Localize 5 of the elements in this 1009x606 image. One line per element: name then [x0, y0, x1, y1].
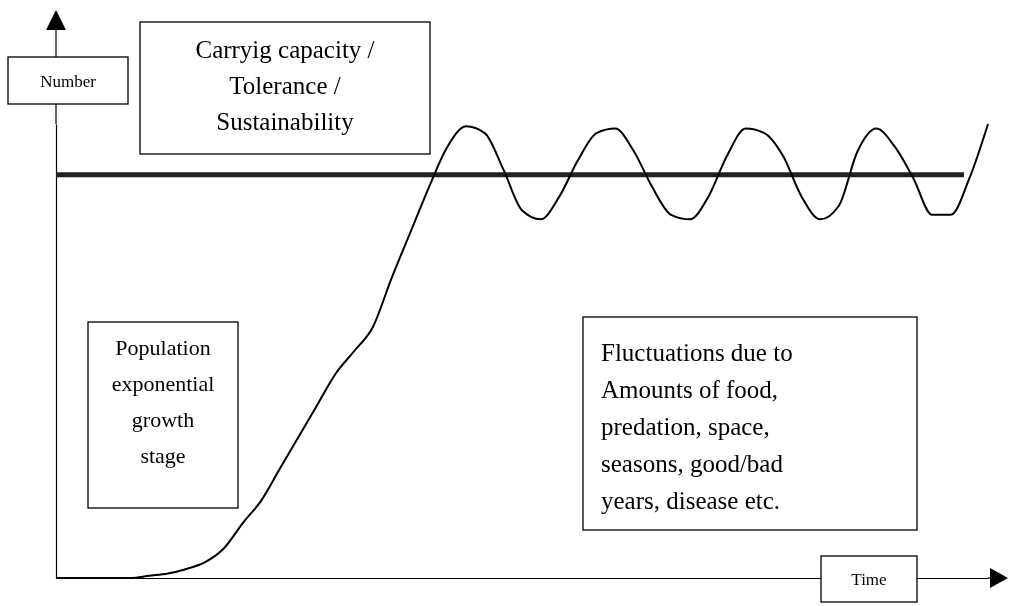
ref-line-label: Carryig capacity / Tolerance / Sustainability — [195, 36, 375, 135]
annotation: Fluctuations due to Amounts of food, predation, space, seasons, good/bad years, disease etc. — [601, 339, 793, 514]
x-axis-title: Time — [851, 570, 887, 589]
y-axis-title: Number — [40, 72, 97, 91]
annotation: Population exponential growth stage — [111, 335, 215, 468]
